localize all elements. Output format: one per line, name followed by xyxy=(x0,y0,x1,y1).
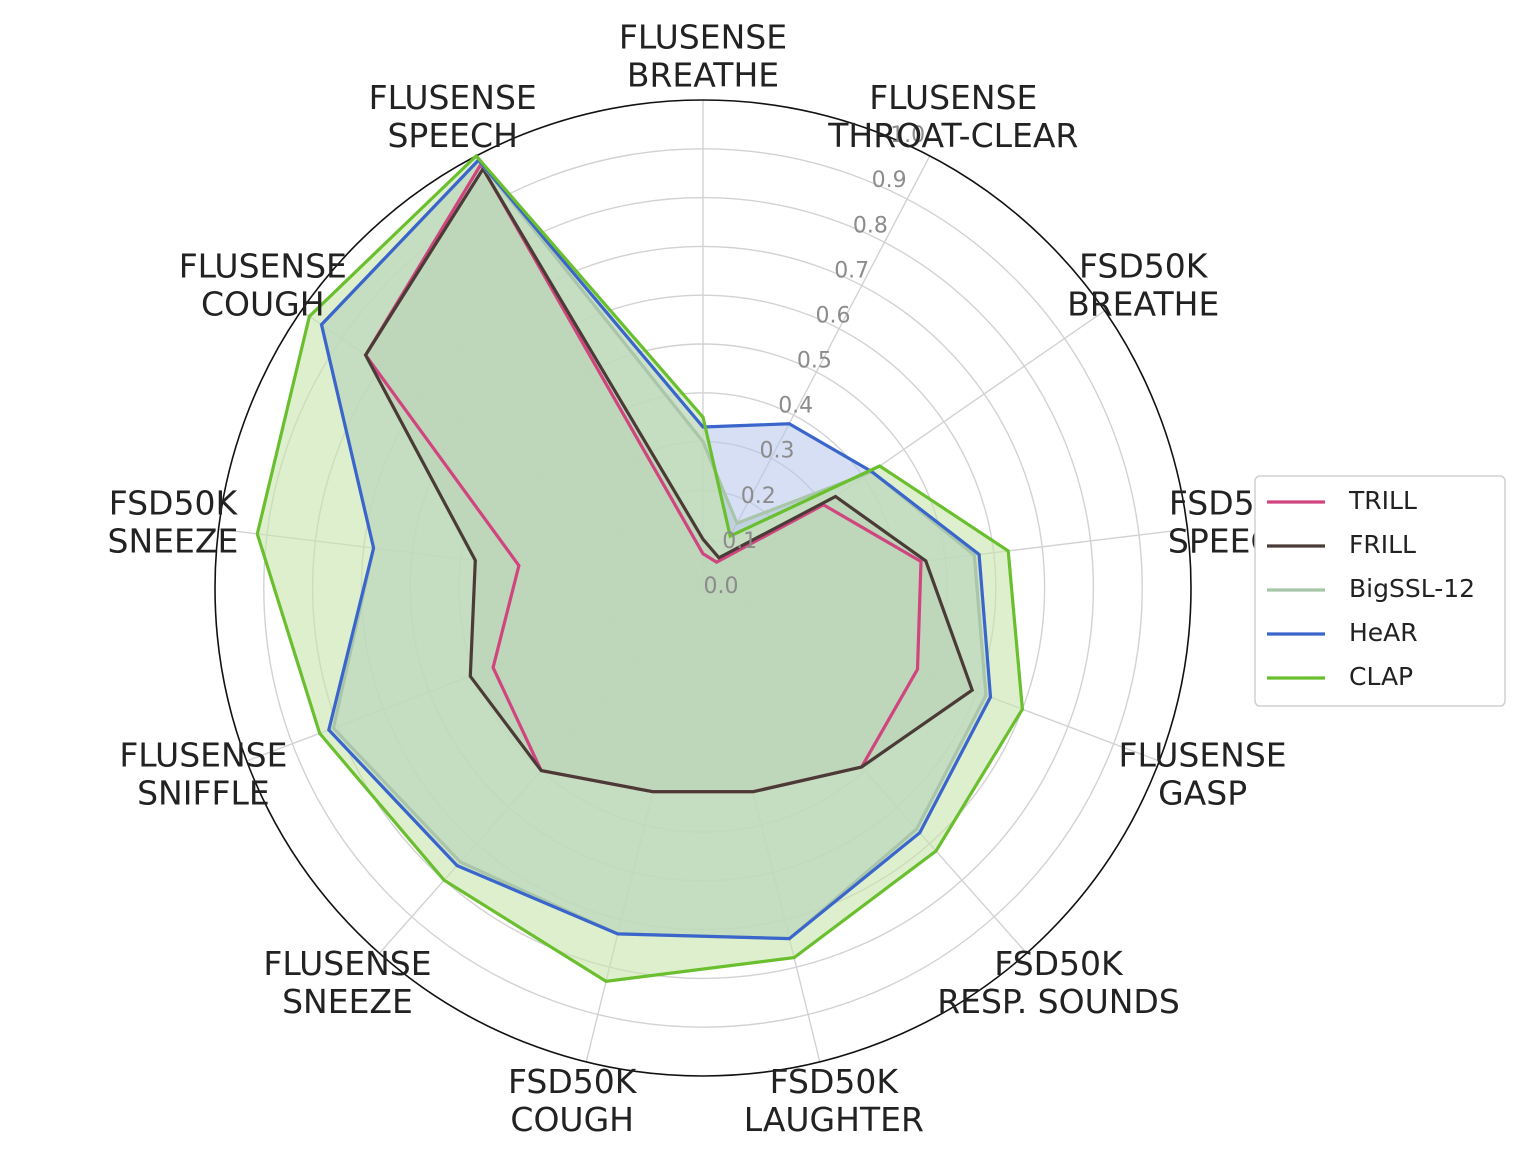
category-label-line: FLUSENSE xyxy=(179,246,347,285)
category-label-line: FSD50K xyxy=(770,1062,900,1101)
radial-tick-label: 0.7 xyxy=(834,258,869,283)
category-label-line: RESP. SOUNDS xyxy=(937,982,1180,1021)
radial-tick-label: 0.8 xyxy=(853,213,888,238)
radial-tick-label: 0.4 xyxy=(778,394,813,419)
category-label-line: BREATHE xyxy=(1067,284,1219,323)
radial-tick-label: 0.2 xyxy=(741,484,776,509)
category-label-line: FSD50K xyxy=(109,484,239,523)
radial-tick-label: 0.9 xyxy=(872,168,907,193)
category-label-line: FSD50K xyxy=(994,944,1124,983)
series-line-hear xyxy=(319,157,993,941)
series-line-clap xyxy=(255,153,1025,983)
radial-tick-label: 0.5 xyxy=(797,349,832,374)
series-line-frill xyxy=(363,165,975,794)
category-label-line: FLUSENSE xyxy=(369,78,537,117)
category-label-line: SNEEZE xyxy=(282,982,413,1021)
legend-label-hear: HeAR xyxy=(1349,618,1418,647)
category-label-line: FLUSENSE xyxy=(1119,735,1287,774)
radial-tick-label: 0.3 xyxy=(760,439,795,464)
category-label-line: FSD50K xyxy=(1079,246,1209,285)
category-label-line: COUGH xyxy=(510,1100,634,1139)
category-label-line: SNEEZE xyxy=(108,522,239,561)
category-label-line: FLUSENSE xyxy=(119,735,287,774)
legend-label-clap: CLAP xyxy=(1349,662,1413,691)
legend: TRILL FRILL BigSSL-12 HeAR CLAP xyxy=(1254,475,1506,707)
category-label-line: SNIFFLE xyxy=(137,773,270,812)
category-label-line: FLUSENSE xyxy=(263,944,431,983)
category-labels: FLUSENSEBREATHEFLUSENSETHROAT-CLEARFSD50… xyxy=(108,18,1299,1140)
series-lines xyxy=(255,153,1025,983)
category-label-line: BREATHE xyxy=(627,56,779,95)
category-label-line: THROAT-CLEAR xyxy=(827,116,1078,155)
radial-tick-label: 0.0 xyxy=(704,574,739,599)
radial-tick-label: 0.1 xyxy=(722,529,757,554)
series-fills xyxy=(257,155,1023,982)
category-label-line: SPEECH xyxy=(387,116,517,155)
category-label-line: FSD50K xyxy=(508,1062,638,1101)
category-label-line: COUGH xyxy=(201,284,325,323)
radial-tick-label: 1.0 xyxy=(890,123,925,148)
category-label-line: GASP xyxy=(1158,773,1247,812)
category-label-line: LAUGHTER xyxy=(744,1100,924,1139)
legend-label-trill: TRILL xyxy=(1348,486,1417,515)
radial-tick-label: 0.6 xyxy=(816,304,851,329)
category-label-line: FLUSENSE xyxy=(619,18,787,57)
legend-box xyxy=(1254,475,1506,707)
radial-tick-labels: 0.0 0.1 0.2 0.3 0.4 0.5 0.6 0.7 0.8 0.9 1.0 xyxy=(704,123,926,599)
outer-frame xyxy=(214,99,1192,1077)
legend-label-bigssl-12: BigSSL-12 xyxy=(1349,574,1475,603)
legend-label-frill: FRILL xyxy=(1349,530,1416,559)
series-fill-clap xyxy=(257,155,1023,982)
category-label-line: FLUSENSE xyxy=(869,78,1037,117)
